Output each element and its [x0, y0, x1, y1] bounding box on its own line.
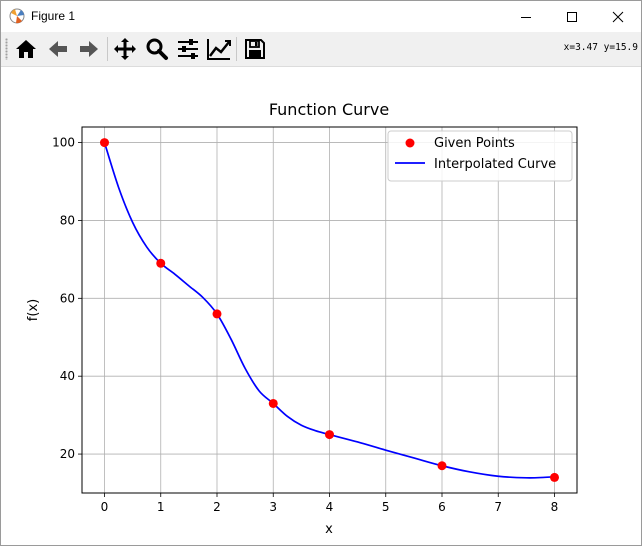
legend-box	[387, 130, 573, 182]
point-layer	[100, 138, 559, 482]
edit-axis-button[interactable]	[206, 36, 232, 62]
given-point-marker	[212, 309, 222, 319]
x-tick-label: 0	[101, 500, 109, 514]
back-icon	[49, 41, 67, 57]
given-point-marker	[268, 398, 278, 408]
x-tick-label: 7	[494, 500, 502, 514]
close-button[interactable]	[595, 1, 641, 32]
y-axis-label: f(x)	[26, 299, 41, 321]
y-tick-label: 20	[60, 447, 75, 461]
y-tick-label: 40	[60, 369, 75, 383]
given-point-marker	[156, 258, 166, 268]
toolbar-separator	[236, 37, 237, 61]
y-tick-label: 100	[52, 136, 75, 150]
toolbar-separator	[107, 37, 108, 61]
minimize-icon	[521, 16, 531, 18]
given-point-marker	[550, 472, 559, 482]
x-tick-label: 3	[269, 500, 277, 514]
x-tick-label: 6	[438, 500, 446, 514]
zoom-button[interactable]	[144, 36, 170, 62]
maximize-icon	[567, 11, 577, 22]
chart-title: Function Curve	[269, 100, 389, 119]
y-tick-label: 80	[60, 213, 75, 227]
back-button[interactable]	[45, 36, 71, 62]
navigation-toolbar: x=3.47 y=15.9	[1, 32, 641, 67]
maximize-button[interactable]	[549, 1, 595, 32]
home-icon	[16, 40, 36, 58]
grid	[82, 127, 577, 493]
forward-button[interactable]	[76, 36, 102, 62]
home-button[interactable]	[13, 36, 39, 62]
toolbar-grip[interactable]	[5, 38, 8, 60]
chart-svg: 0 1 2 3 4 5 6 7 8 20 40 60 80 100 Function Curve x f(…	[26, 100, 578, 537]
figure-canvas[interactable]: 0 1 2 3 4 5 6 7 8 20 40 60 80 100 Function Curve x f(…	[1, 67, 641, 545]
minimize-button[interactable]	[503, 1, 549, 32]
given-point-marker	[100, 138, 109, 148]
x-tick-label: 1	[157, 500, 165, 514]
x-tick-label: 2	[213, 500, 221, 514]
axes-frame	[81, 126, 578, 494]
configure-subplots-icon	[178, 39, 198, 59]
given-point-marker	[325, 430, 334, 440]
y-tick-label: 60	[60, 291, 75, 305]
close-icon	[612, 11, 624, 22]
given-point-marker	[437, 461, 447, 471]
ticks: 0 1 2 3 4 5 6 7 8 20 40 60 80 100	[52, 136, 558, 514]
window-title: Figure 1	[31, 9, 76, 23]
x-tick-label: 5	[382, 500, 390, 514]
pan-button[interactable]	[112, 36, 138, 62]
legend-scatter-marker	[405, 138, 415, 148]
configure-subplots-button[interactable]	[175, 36, 201, 62]
forward-icon	[80, 41, 98, 57]
zoom-icon	[146, 38, 168, 60]
edit-axis-icon	[207, 39, 231, 60]
save-icon	[245, 39, 265, 59]
x-axis-label: x	[325, 522, 333, 537]
legend: Given Points Interpolated Curve	[387, 130, 573, 182]
matplotlib-app-icon	[9, 8, 25, 24]
cursor-coordinates: x=3.47 y=15.9	[563, 42, 638, 53]
x-tick-label: 8	[551, 500, 559, 514]
legend-label-interpolated-curve: Interpolated Curve	[434, 157, 556, 172]
x-tick-label: 4	[326, 500, 334, 514]
title-bar: Figure 1	[1, 1, 641, 32]
save-button[interactable]	[242, 36, 268, 62]
legend-label-given-points: Given Points	[434, 136, 515, 151]
pan-icon	[114, 38, 136, 60]
